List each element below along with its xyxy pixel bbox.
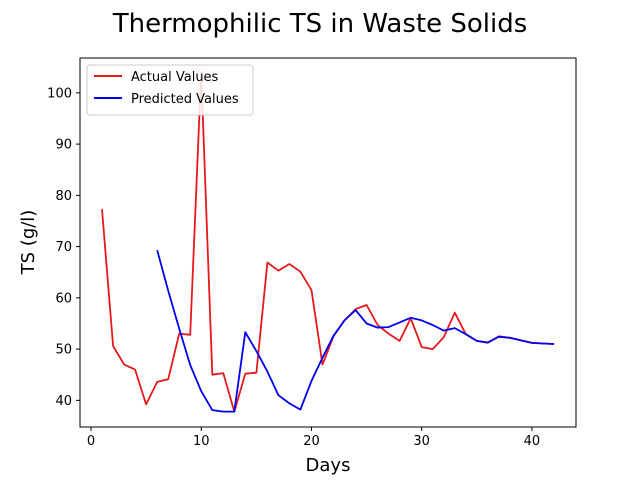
x-tick-label: 30 [413, 434, 430, 449]
legend-label-predicted: Predicted Values [131, 92, 239, 107]
legend-label-actual: Actual Values [131, 70, 219, 85]
x-tick-label: 0 [87, 434, 95, 449]
x-axis-label: Days [306, 455, 351, 476]
y-tick-label: 80 [55, 189, 72, 204]
series-line-actual [101, 71, 555, 413]
legend-box [86, 64, 254, 116]
y-tick-label: 40 [55, 394, 72, 409]
x-tick-label: 10 [193, 434, 210, 449]
y-axis-label: TS (g/l) [18, 210, 39, 276]
axis-ticks: 0 10 20 30 40 40 50 60 70 80 90 100 [47, 86, 540, 449]
x-tick-label: 20 [303, 434, 320, 449]
y-tick-label: 90 [55, 138, 72, 153]
legend: Actual Values Predicted Values [86, 64, 254, 116]
y-tick-label: 100 [47, 86, 72, 101]
y-tick-label: 50 [55, 343, 72, 358]
y-tick-label: 60 [55, 291, 72, 306]
series-layer [101, 71, 555, 413]
y-tick-label: 70 [55, 240, 72, 255]
x-tick-label: 40 [524, 434, 541, 449]
chart-title: Thermophilic TS in Waste Solids [112, 9, 528, 39]
plot-area-frame [79, 57, 577, 428]
series-line-predicted [156, 249, 555, 413]
